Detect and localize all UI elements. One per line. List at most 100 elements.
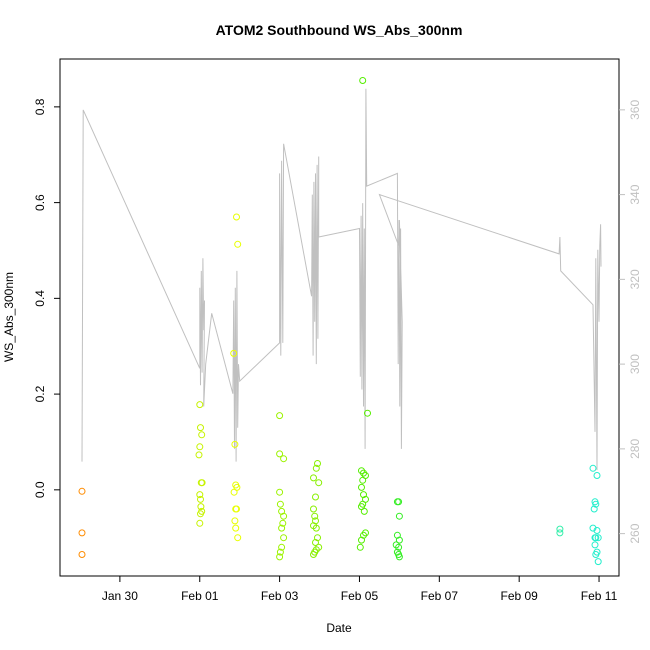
- x-tick-label: Feb 07: [421, 589, 459, 603]
- x-tick-label: Jan 30: [102, 589, 138, 603]
- y-axis-label: WS_Abs_300nm: [2, 272, 16, 362]
- data-point: [230, 349, 238, 357]
- data-point: [196, 491, 204, 499]
- y-tick-label: 0.8: [33, 98, 47, 115]
- data-point: [358, 536, 365, 544]
- data-point: [593, 472, 601, 479]
- data-point: [231, 440, 239, 448]
- data-point: [358, 483, 365, 491]
- data-point: [197, 503, 205, 511]
- x-axis-label: Date: [326, 621, 352, 635]
- data-point: [312, 493, 319, 501]
- data-point: [234, 240, 242, 248]
- data-point: [78, 529, 86, 537]
- point-series: [276, 412, 288, 561]
- data-point: [280, 512, 288, 520]
- data-point: [231, 517, 239, 525]
- data-point: [590, 505, 598, 513]
- point-series: [78, 487, 86, 558]
- data-point: [230, 488, 238, 496]
- data-point: [232, 524, 240, 532]
- data-point: [591, 541, 599, 549]
- x-tick-label: Feb 09: [500, 589, 538, 603]
- data-point: [280, 455, 288, 463]
- plot-frame: [59, 58, 620, 577]
- x-tick-label: Feb 11: [581, 589, 618, 603]
- data-point: [276, 548, 284, 556]
- data-point: [395, 498, 403, 506]
- data-point: [556, 525, 564, 533]
- data-point: [276, 500, 284, 508]
- data-point: [197, 510, 204, 518]
- data-point: [276, 412, 284, 420]
- y-tick-label: 0.0: [33, 481, 47, 498]
- data-point: [197, 424, 204, 432]
- data-point: [594, 534, 602, 542]
- data-point: [312, 524, 320, 532]
- series-layer: [78, 77, 602, 566]
- data-point: [395, 553, 403, 561]
- data-point: [233, 213, 240, 221]
- data-point: [314, 460, 321, 467]
- right-axis: 260 280 300 320 340 360: [619, 100, 642, 544]
- data-point: [395, 543, 403, 551]
- data-point: [395, 512, 403, 520]
- chart-title: ATOM2 Southbound WS_Abs_300nm: [216, 22, 463, 38]
- series-line: [81, 88, 602, 471]
- y2-tick-label: 320: [628, 269, 642, 289]
- data-point: [278, 524, 286, 532]
- data-point: [310, 551, 317, 558]
- data-point: [276, 450, 284, 458]
- data-point: [310, 505, 317, 513]
- data-point: [234, 534, 242, 542]
- point-series: [356, 77, 371, 551]
- data-point: [312, 539, 319, 546]
- data-point: [592, 534, 600, 542]
- point-series: [310, 460, 323, 558]
- data-point: [197, 495, 204, 503]
- x-tick-label: Feb 01: [181, 589, 219, 603]
- data-point: [593, 527, 601, 534]
- point-series: [195, 401, 206, 527]
- data-point: [198, 431, 206, 439]
- data-point: [280, 534, 288, 542]
- data-point: [364, 409, 371, 417]
- data-point: [196, 519, 204, 527]
- point-series: [589, 464, 602, 566]
- data-point: [315, 543, 323, 551]
- y2-tick-label: 300: [628, 354, 642, 374]
- data-point: [356, 543, 364, 551]
- data-point: [360, 507, 368, 515]
- data-point: [592, 551, 600, 558]
- y2-tick-label: 260: [628, 523, 642, 543]
- x-tick-label: Feb 05: [341, 589, 379, 603]
- data-point: [78, 551, 86, 558]
- data-point: [395, 536, 403, 544]
- data-point: [276, 488, 284, 496]
- data-point: [310, 474, 317, 482]
- point-series: [230, 213, 242, 542]
- y2-tick-label: 340: [628, 184, 642, 204]
- data-point: [315, 479, 323, 487]
- data-point: [196, 401, 204, 409]
- data-point: [556, 529, 564, 537]
- data-point: [233, 505, 240, 513]
- data-point: [594, 558, 602, 566]
- point-series: [556, 525, 564, 537]
- x-axis: Jan 30 Feb 01 Feb 03 Feb 05 Feb 07 Feb 09 Feb …: [102, 576, 618, 603]
- data-point: [311, 512, 319, 520]
- data-point: [392, 541, 400, 549]
- point-series: [392, 498, 403, 561]
- y-axis: 0.0 0.2 0.4 0.6 0.8: [33, 98, 60, 498]
- data-point: [276, 553, 284, 561]
- data-point: [278, 543, 286, 551]
- data-point: [359, 476, 367, 484]
- data-point: [195, 451, 203, 459]
- data-point: [312, 464, 320, 472]
- data-point: [78, 487, 86, 495]
- y-tick-label: 0.4: [33, 290, 47, 307]
- data-point: [279, 519, 287, 527]
- data-point: [198, 479, 206, 487]
- data-point: [359, 77, 367, 84]
